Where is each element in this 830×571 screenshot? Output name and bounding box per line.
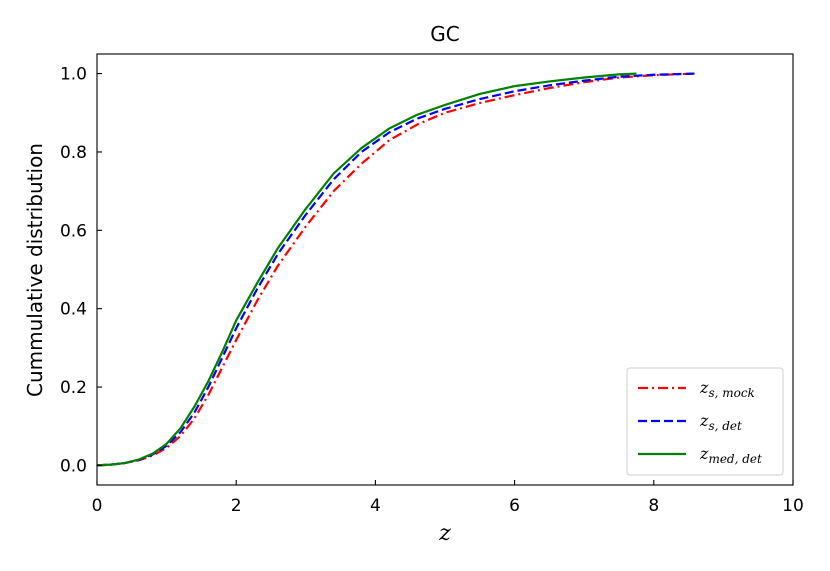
x-tick-label: 4 <box>370 496 381 516</box>
x-axis-label: z <box>438 521 451 546</box>
chart-title: GC <box>430 22 459 46</box>
legend-box <box>626 367 784 476</box>
x-tick-label: 6 <box>509 496 520 516</box>
legend-label-2: zmed, det <box>699 444 762 466</box>
x-tick-label: 2 <box>231 496 242 516</box>
series-line-1 <box>96 72 696 467</box>
x-tick-label: 10 <box>782 496 804 516</box>
y-tick-label: 0.6 <box>60 221 87 241</box>
series-line-0 <box>96 72 696 467</box>
y-tick-label: 1.0 <box>60 65 87 85</box>
x-axis: 0 2 4 6 8 10 <box>92 480 804 516</box>
y-tick-label: 0.8 <box>60 143 87 163</box>
series-line-2 <box>96 72 637 467</box>
plot-frame <box>96 53 794 486</box>
y-axis-label: Cummulative distribution <box>23 143 47 397</box>
y-tick-label: 0.0 <box>60 456 87 476</box>
legend: zs, mock zs, det zmed, det <box>626 367 784 476</box>
y-tick-label: 0.2 <box>60 378 87 398</box>
y-tick-label: 0.4 <box>60 300 87 320</box>
series-layer <box>96 72 696 467</box>
y-axis: 0.0 0.2 0.4 0.6 0.8 1.0 <box>60 65 102 476</box>
x-tick-label: 0 <box>92 496 103 516</box>
legend-label-1: zs, det <box>699 411 742 433</box>
x-tick-label: 8 <box>648 496 659 516</box>
legend-label-0: zs, mock <box>699 378 755 400</box>
